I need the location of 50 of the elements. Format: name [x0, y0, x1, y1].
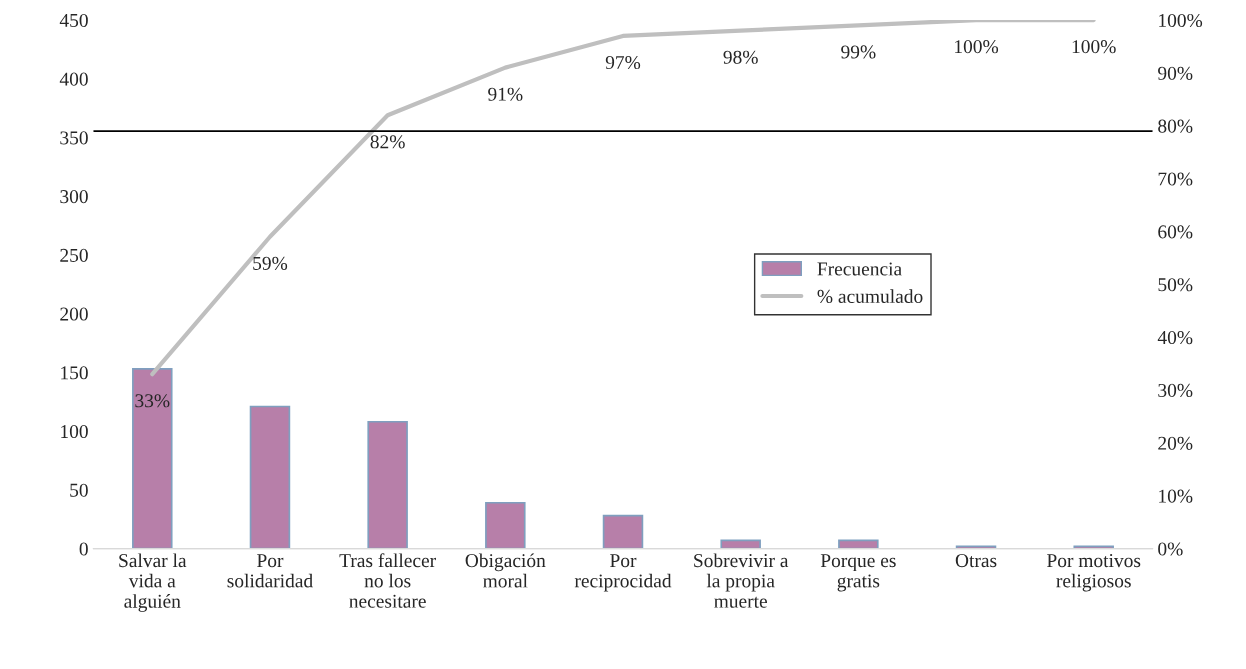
bar — [249, 405, 291, 549]
legend-label: Frecuencia — [817, 262, 902, 276]
y2-tick-label: 90% — [1158, 66, 1193, 80]
x-tick-label: Por motivos religiosos — [1047, 554, 1141, 592]
y2-tick-label: 0% — [1158, 542, 1183, 556]
x-tick-label: Salvar la vida a alguién — [119, 553, 187, 612]
bar — [602, 514, 644, 549]
data-label: 91% — [488, 87, 523, 101]
bar — [838, 539, 879, 549]
y-tick-label: 300 — [60, 190, 88, 204]
y2-tick-label: 30% — [1158, 383, 1193, 398]
x-tick-label: Por reciprocidad — [574, 554, 672, 592]
bar — [955, 545, 997, 549]
bar — [720, 539, 761, 549]
y2-tick-label: 60% — [1158, 225, 1193, 239]
data-label: 97% — [605, 55, 641, 70]
data-label: 33% — [135, 394, 170, 408]
bar — [132, 368, 173, 549]
y2-tick-label: 10% — [1159, 489, 1193, 503]
data-label: 98% — [723, 50, 758, 64]
x-tick-label: Otras — [955, 554, 997, 568]
y2-tick-label: 20% — [1158, 436, 1193, 450]
data-label: 59% — [253, 256, 288, 270]
y-tick-label: 0 — [79, 542, 88, 556]
y-tick-label: 450 — [59, 13, 88, 28]
y-tick-label: 150 — [61, 366, 88, 380]
data-label: 99% — [841, 45, 876, 59]
y-tick-label: 250 — [60, 248, 88, 262]
data-label: 82% — [370, 135, 405, 149]
data-label: 100% — [955, 40, 999, 54]
y-tick-label: 200 — [60, 307, 88, 321]
x-tick-label: Obigación moral — [465, 553, 546, 588]
x-tick-label: Por solidaridad — [227, 554, 313, 588]
y-tick-label: 50 — [70, 483, 88, 497]
x-tick-label: Porque es gratis — [820, 554, 896, 592]
y-tick-label: 400 — [59, 72, 88, 86]
y-tick-label: 350 — [60, 131, 88, 145]
x-tick-label: Sobrevivir a la propia muerte — [694, 553, 789, 608]
y2-tick-label: 40% — [1157, 330, 1193, 345]
y2-tick-label: 70% — [1158, 172, 1193, 186]
y2-tick-label: 50% — [1158, 278, 1193, 292]
y2-tick-label: 100% — [1159, 13, 1203, 28]
bar — [485, 501, 526, 549]
y2-tick-label: 80% — [1158, 119, 1193, 133]
data-label: 100% — [1072, 40, 1116, 54]
legend-label: % acumulado — [817, 289, 923, 304]
x-tick-label: Tras fallecer no los necesitare — [339, 553, 436, 608]
bar — [1073, 545, 1114, 549]
y-tick-label: 100 — [61, 424, 88, 439]
bar — [367, 420, 408, 549]
